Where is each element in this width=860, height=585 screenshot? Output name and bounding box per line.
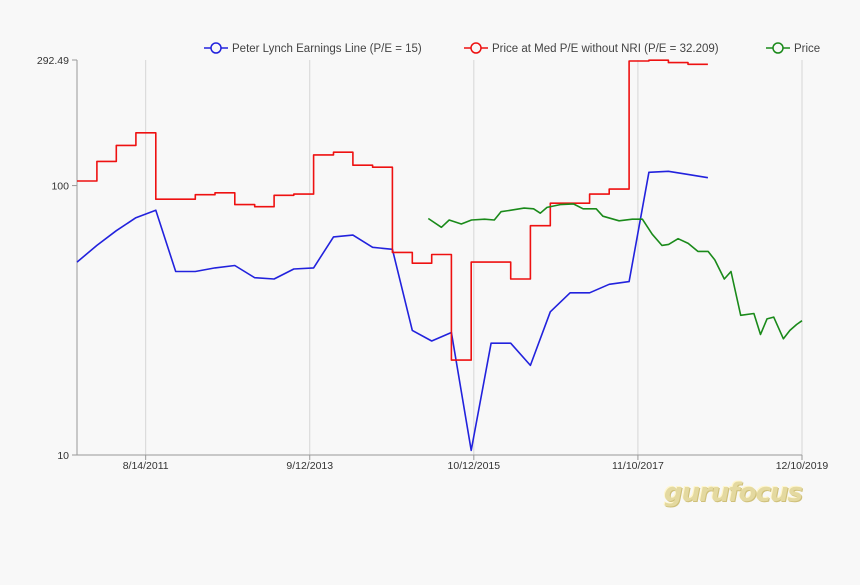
legend-label-3: Price <box>794 43 820 55</box>
y-tick-label-0: 10 <box>57 450 69 462</box>
gurufocus-logo-watermark: gurufocus <box>663 478 803 508</box>
y-tick-label-2: 292.49 <box>37 55 69 67</box>
x-tick-label-2: 10/12/2015 <box>448 460 501 472</box>
legend-label-1: Peter Lynch Earnings Line (P/E = 15) <box>232 43 422 55</box>
legend-marker-icon-2 <box>470 42 482 54</box>
legend-marker-icon-1 <box>210 42 222 54</box>
series-line-3 <box>427 203 803 340</box>
series-lines <box>76 59 803 452</box>
x-tick-label-1: 9/12/2013 <box>286 460 333 472</box>
grid <box>145 60 803 455</box>
x-tick-label-0: 8/14/2011 <box>123 460 169 472</box>
x-tick-label-3: 11/10/2017 <box>612 460 664 472</box>
axes: 8/14/2011 9/12/2013 10/12/2015 11/10/2017 12… <box>37 55 829 472</box>
legend-item-2[interactable]: Price at Med P/E without NRI (P/E = 32.2… <box>464 42 719 55</box>
legend[interactable]: Peter Lynch Earnings Line (P/E = 15) Pric… <box>204 42 820 55</box>
legend-marker-icon-3 <box>772 42 784 54</box>
series-line-2 <box>77 59 708 361</box>
legend-item-1[interactable]: Peter Lynch Earnings Line (P/E = 15) <box>204 42 422 55</box>
legend-label-2: Price at Med P/E without NRI (P/E = 32.2… <box>492 43 719 55</box>
legend-item-3[interactable]: Price <box>766 42 820 55</box>
x-tick-label-4: 12/10/2019 <box>776 460 829 472</box>
y-tick-label-1: 100 <box>51 181 69 193</box>
